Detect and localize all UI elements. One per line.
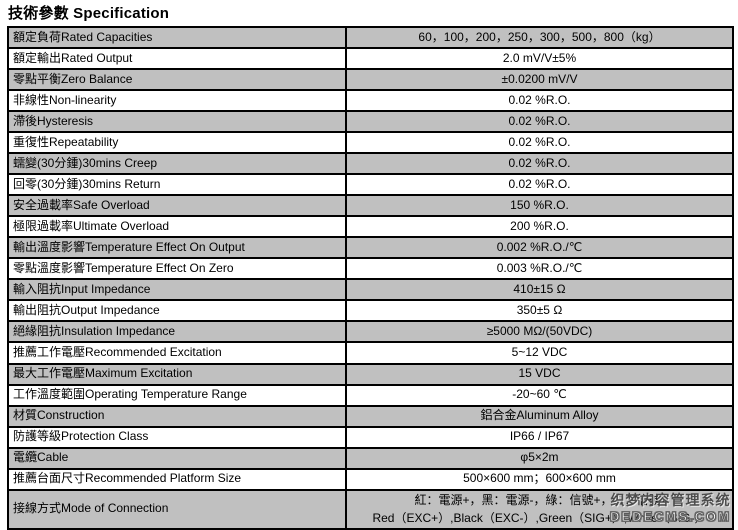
spec-value: 0.02 %R.O.: [345, 89, 734, 113]
spec-label: 推薦台面尺寸Recommended Platform Size: [7, 467, 347, 491]
table-row: 安全過載率Safe Overload 150 %R.O.: [7, 194, 734, 218]
spec-value: 2.0 mV/V±5%: [345, 47, 734, 71]
spec-value: 0.002 %R.O./℃: [345, 236, 734, 260]
spec-label: 額定輸出Rated Output: [7, 47, 347, 71]
spec-value: 0.003 %R.O./℃: [345, 257, 734, 281]
table-row: 輸入阻抗Input Impedance 410±15 Ω: [7, 278, 734, 302]
spec-value: 鋁合金Aluminum Alloy: [345, 404, 734, 428]
spec-label: 輸入阻抗Input Impedance: [7, 278, 347, 302]
table-row: 輸出阻抗Output Impedance 350±5 Ω: [7, 299, 734, 323]
table-row: 回零(30分鍾)30mins Return 0.02 %R.O.: [7, 173, 734, 197]
table-row: 防護等級Protection Class IP66 / IP67: [7, 425, 734, 449]
spec-label: 絕緣阻抗Insulation Impedance: [7, 320, 347, 344]
spec-label: 蠕變(30分鍾)30mins Creep: [7, 152, 347, 176]
table-row: 接線方式Mode of Connection 紅：電源+，黑：電源-，綠：信號+…: [7, 488, 734, 530]
spec-label: 非線性Non-linearity: [7, 89, 347, 113]
spec-label: 額定負荷Rated Capacities: [7, 25, 347, 50]
spec-value: 紅：電源+，黑：電源-，綠：信號+，白：信號- Red（EXC+）,Black（…: [345, 488, 734, 530]
table-row: 額定輸出Rated Output 2.0 mV/V±5%: [7, 47, 734, 71]
connection-line-cn: 紅：電源+，黑：電源-，綠：信號+，白：信號-: [414, 493, 665, 508]
spec-value: 15 VDC: [345, 362, 734, 386]
spec-value: 0.02 %R.O.: [345, 152, 734, 176]
table-row: 工作溫度範圍Operating Temperature Range -20~60…: [7, 383, 734, 407]
spec-value: IP66 / IP67: [345, 425, 734, 449]
spec-label: 零點平衡Zero Balance: [7, 68, 347, 92]
spec-value: 200 %R.O.: [345, 215, 734, 239]
connection-line-en: Red（EXC+）,Black（EXC-）,Green（SIG+）,White（…: [372, 511, 707, 526]
table-row: 極限過載率Ultimate Overload 200 %R.O.: [7, 215, 734, 239]
spec-label: 工作溫度範圍Operating Temperature Range: [7, 383, 347, 407]
table-row: 推薦台面尺寸Recommended Platform Size 500×600 …: [7, 467, 734, 491]
table-row: 最大工作電壓Maximum Excitation 15 VDC: [7, 362, 734, 386]
table-row: 絕緣阻抗Insulation Impedance ≥5000 MΩ/(50VDC…: [7, 320, 734, 344]
spec-value: ≥5000 MΩ/(50VDC): [345, 320, 734, 344]
spec-label: 滯後Hysteresis: [7, 110, 347, 134]
spec-value: 500×600 mm；600×600 mm: [345, 467, 734, 491]
spec-value: 0.02 %R.O.: [345, 173, 734, 197]
spec-label: 輸出阻抗Output Impedance: [7, 299, 347, 323]
spec-value: 0.02 %R.O.: [345, 131, 734, 155]
table-row: 重復性Repeatability 0.02 %R.O.: [7, 131, 734, 155]
spec-value: 60，100，200，250，300，500，800（kg）: [345, 25, 734, 50]
spec-value: -20~60 ℃: [345, 383, 734, 407]
table-row: 非線性Non-linearity 0.02 %R.O.: [7, 89, 734, 113]
spec-label: 零點溫度影響Temperature Effect On Zero: [7, 257, 347, 281]
spec-label: 電纜Cable: [7, 446, 347, 470]
spec-label: 材質Construction: [7, 404, 347, 428]
spec-value: φ5×2m: [345, 446, 734, 470]
spec-value: 410±15 Ω: [345, 278, 734, 302]
table-row: 蠕變(30分鍾)30mins Creep 0.02 %R.O.: [7, 152, 734, 176]
table-row: 零點平衡Zero Balance ±0.0200 mV/V: [7, 68, 734, 92]
table-row: 滯後Hysteresis 0.02 %R.O.: [7, 110, 734, 134]
spec-label: 推薦工作電壓Recommended Excitation: [7, 341, 347, 365]
spec-value: 0.02 %R.O.: [345, 110, 734, 134]
spec-label: 防護等級Protection Class: [7, 425, 347, 449]
spec-label: 輸出溫度影響Temperature Effect On Output: [7, 236, 347, 260]
spec-value: ±0.0200 mV/V: [345, 68, 734, 92]
spec-value: 150 %R.O.: [345, 194, 734, 218]
spec-label: 極限過載率Ultimate Overload: [7, 215, 347, 239]
specification-table: 額定負荷Rated Capacities 60，100，200，250，300，…: [7, 25, 734, 530]
table-row: 零點溫度影響Temperature Effect On Zero 0.003 %…: [7, 257, 734, 281]
table-row: 材質Construction 鋁合金Aluminum Alloy: [7, 404, 734, 428]
table-row: 推薦工作電壓Recommended Excitation 5~12 VDC: [7, 341, 734, 365]
table-row: 額定負荷Rated Capacities 60，100，200，250，300，…: [7, 25, 734, 50]
spec-label: 回零(30分鍾)30mins Return: [7, 173, 347, 197]
page-title: 技術參數 Specification: [8, 5, 170, 22]
spec-label: 安全過載率Safe Overload: [7, 194, 347, 218]
spec-label: 重復性Repeatability: [7, 131, 347, 155]
spec-value: 350±5 Ω: [345, 299, 734, 323]
spec-label: 最大工作電壓Maximum Excitation: [7, 362, 347, 386]
spec-label: 接線方式Mode of Connection: [7, 488, 347, 530]
table-row: 輸出溫度影響Temperature Effect On Output 0.002…: [7, 236, 734, 260]
table-row: 電纜Cable φ5×2m: [7, 446, 734, 470]
spec-value: 5~12 VDC: [345, 341, 734, 365]
